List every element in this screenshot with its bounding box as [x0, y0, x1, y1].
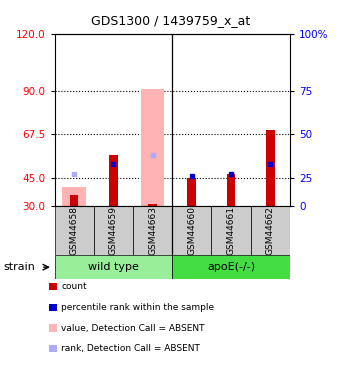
- Text: GDS1300 / 1439759_x_at: GDS1300 / 1439759_x_at: [91, 14, 250, 27]
- Text: GSM44658: GSM44658: [70, 206, 79, 255]
- Bar: [94, 206, 133, 255]
- Bar: [148, 204, 157, 206]
- Bar: [172, 255, 290, 279]
- Bar: [172, 206, 211, 255]
- Bar: [109, 154, 118, 206]
- Text: GSM44661: GSM44661: [226, 206, 236, 255]
- Bar: [62, 187, 86, 206]
- Bar: [49, 345, 57, 352]
- Bar: [266, 130, 275, 206]
- Text: strain: strain: [3, 262, 35, 272]
- Text: rank, Detection Call = ABSENT: rank, Detection Call = ABSENT: [61, 344, 200, 353]
- Bar: [251, 206, 290, 255]
- Bar: [211, 206, 251, 255]
- Bar: [49, 324, 57, 332]
- Text: GSM44659: GSM44659: [109, 206, 118, 255]
- Bar: [133, 206, 172, 255]
- Bar: [55, 206, 94, 255]
- Text: apoE(-/-): apoE(-/-): [207, 262, 255, 272]
- Text: GSM44663: GSM44663: [148, 206, 157, 255]
- Bar: [70, 195, 78, 206]
- Text: GSM44662: GSM44662: [266, 206, 275, 255]
- Bar: [188, 177, 196, 206]
- Bar: [49, 304, 57, 311]
- Text: count: count: [61, 282, 87, 291]
- Text: GSM44660: GSM44660: [187, 206, 196, 255]
- Bar: [55, 255, 172, 279]
- Bar: [141, 89, 164, 206]
- Text: percentile rank within the sample: percentile rank within the sample: [61, 303, 214, 312]
- Bar: [49, 283, 57, 290]
- Text: wild type: wild type: [88, 262, 139, 272]
- Text: value, Detection Call = ABSENT: value, Detection Call = ABSENT: [61, 324, 205, 333]
- Bar: [227, 174, 235, 206]
